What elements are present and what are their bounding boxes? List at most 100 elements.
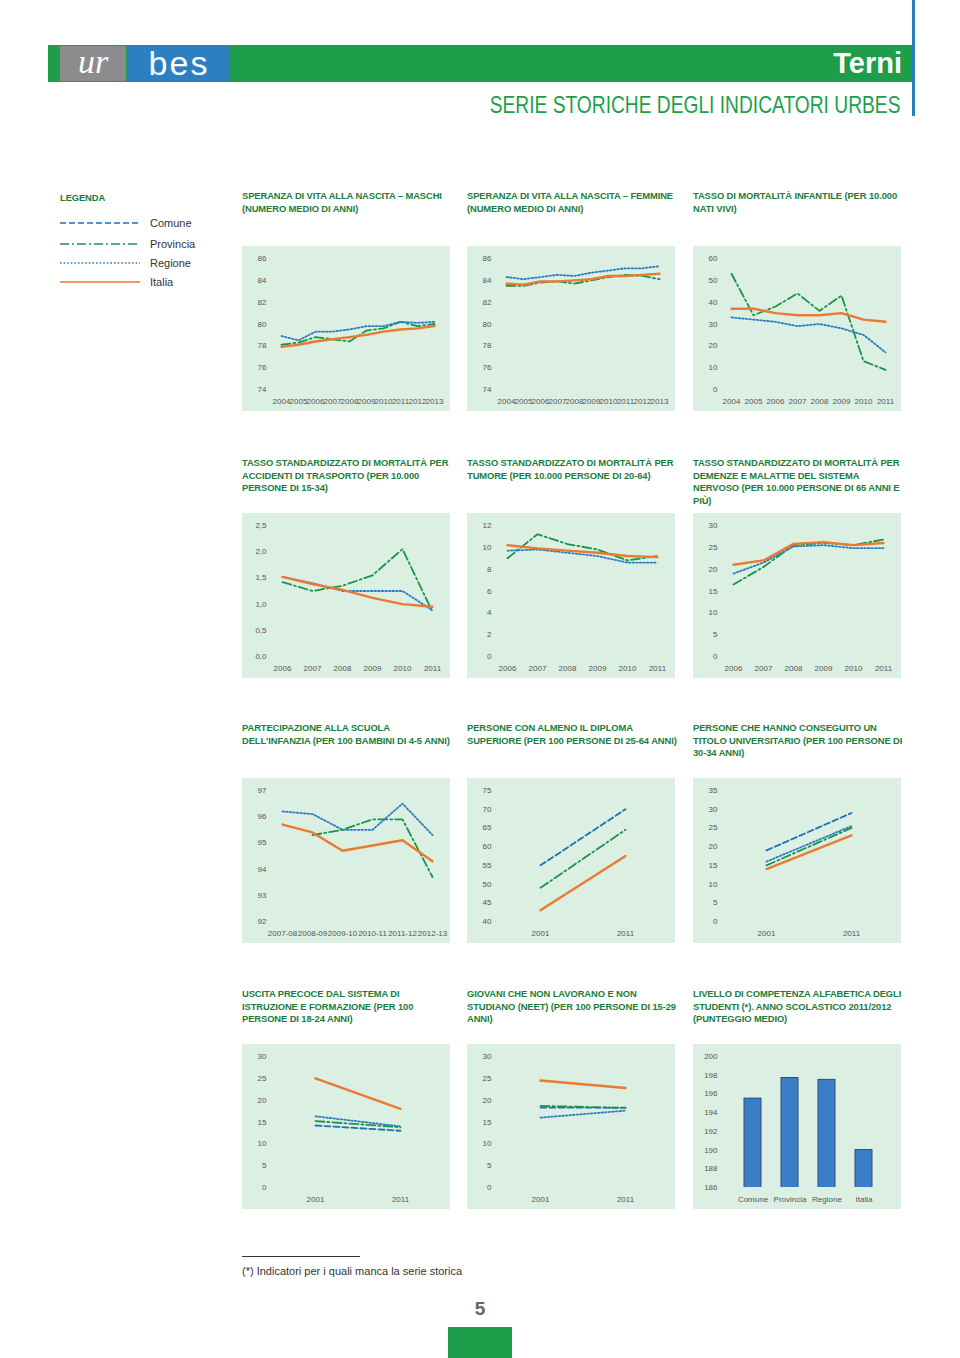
svg-text:2011: 2011	[649, 664, 667, 673]
svg-text:2004: 2004	[723, 397, 741, 406]
svg-text:2010: 2010	[855, 397, 873, 406]
svg-text:2008: 2008	[811, 397, 829, 406]
svg-text:2010: 2010	[394, 664, 412, 673]
svg-text:60: 60	[709, 254, 718, 263]
svg-text:Italia: Italia	[150, 276, 174, 288]
svg-text:74: 74	[258, 385, 267, 394]
svg-text:5: 5	[487, 1161, 492, 1170]
svg-text:2004: 2004	[498, 397, 516, 406]
svg-text:20: 20	[483, 1096, 492, 1105]
svg-text:35: 35	[709, 786, 718, 795]
svg-text:76: 76	[483, 363, 492, 372]
svg-text:2005: 2005	[745, 397, 763, 406]
svg-text:25: 25	[709, 823, 718, 832]
svg-text:2012: 2012	[409, 397, 427, 406]
svg-text:0: 0	[713, 385, 718, 394]
svg-text:0: 0	[713, 652, 718, 661]
svg-text:60: 60	[483, 842, 492, 851]
svg-text:2008-09: 2008-09	[298, 929, 328, 938]
svg-text:198: 198	[704, 1071, 718, 1080]
svg-text:2004: 2004	[273, 397, 291, 406]
svg-text:200: 200	[704, 1052, 718, 1061]
svg-text:2011-12: 2011-12	[388, 929, 417, 938]
svg-text:2010: 2010	[600, 397, 618, 406]
svg-text:0,5: 0,5	[255, 626, 267, 635]
svg-text:Comune: Comune	[738, 1195, 769, 1204]
svg-text:192: 192	[704, 1127, 718, 1136]
svg-text:Provincia: Provincia	[150, 238, 196, 250]
svg-text:75: 75	[483, 786, 492, 795]
svg-text:Regione: Regione	[150, 257, 191, 269]
svg-text:2011: 2011	[617, 397, 635, 406]
svg-text:82: 82	[483, 298, 492, 307]
svg-text:2011: 2011	[617, 929, 635, 938]
svg-text:2009-10: 2009-10	[328, 929, 358, 938]
svg-text:55: 55	[483, 861, 492, 870]
svg-text:2008: 2008	[341, 397, 359, 406]
svg-text:2011: 2011	[392, 1195, 410, 1204]
svg-text:2007-08: 2007-08	[268, 929, 298, 938]
svg-text:2009: 2009	[364, 664, 382, 673]
svg-text:20: 20	[709, 341, 718, 350]
svg-text:188: 188	[704, 1164, 718, 1173]
svg-text:30: 30	[709, 805, 718, 814]
svg-text:45: 45	[483, 898, 492, 907]
svg-text:25: 25	[483, 1074, 492, 1083]
svg-text:15: 15	[709, 861, 718, 870]
svg-text:30: 30	[483, 1052, 492, 1061]
svg-text:76: 76	[258, 363, 267, 372]
svg-text:74: 74	[483, 385, 492, 394]
svg-text:0: 0	[487, 1183, 492, 1192]
svg-text:8: 8	[487, 565, 492, 574]
svg-text:2008: 2008	[785, 664, 803, 673]
svg-text:0,0: 0,0	[255, 652, 267, 661]
svg-text:2009: 2009	[833, 397, 851, 406]
svg-text:30: 30	[709, 320, 718, 329]
svg-text:2001: 2001	[532, 929, 550, 938]
svg-text:2006: 2006	[274, 664, 292, 673]
svg-text:2011: 2011	[617, 1195, 635, 1204]
svg-text:2011: 2011	[877, 397, 895, 406]
svg-text:86: 86	[258, 254, 267, 263]
svg-text:25: 25	[709, 543, 718, 552]
svg-text:2007: 2007	[755, 664, 773, 673]
svg-text:20: 20	[709, 565, 718, 574]
svg-text:15: 15	[709, 587, 718, 596]
svg-text:2006: 2006	[725, 664, 743, 673]
svg-text:2006: 2006	[767, 397, 785, 406]
svg-text:2008: 2008	[566, 397, 584, 406]
svg-text:80: 80	[258, 320, 267, 329]
svg-text:Regione: Regione	[812, 1195, 842, 1204]
svg-text:2011: 2011	[843, 929, 861, 938]
svg-text:0: 0	[487, 652, 492, 661]
svg-text:2005: 2005	[290, 397, 308, 406]
svg-text:94: 94	[258, 865, 267, 874]
svg-text:2,0: 2,0	[255, 547, 267, 556]
svg-text:5: 5	[262, 1161, 267, 1170]
svg-text:2012-13: 2012-13	[418, 929, 448, 938]
svg-text:15: 15	[483, 1118, 492, 1127]
svg-text:78: 78	[483, 341, 492, 350]
svg-text:15: 15	[258, 1118, 267, 1127]
svg-text:2006: 2006	[532, 397, 550, 406]
svg-text:95: 95	[258, 838, 267, 847]
svg-text:30: 30	[709, 521, 718, 530]
svg-text:1,5: 1,5	[255, 573, 267, 582]
svg-text:2001: 2001	[307, 1195, 325, 1204]
svg-text:4: 4	[487, 608, 492, 617]
svg-text:186: 186	[704, 1183, 718, 1192]
svg-text:2007: 2007	[324, 397, 342, 406]
svg-text:2011: 2011	[424, 664, 442, 673]
svg-text:2013: 2013	[426, 397, 444, 406]
svg-text:5: 5	[713, 898, 718, 907]
svg-text:2007: 2007	[304, 664, 322, 673]
svg-text:10: 10	[483, 543, 492, 552]
svg-text:2006: 2006	[307, 397, 325, 406]
svg-text:40: 40	[709, 298, 718, 307]
svg-text:2001: 2001	[758, 929, 776, 938]
svg-text:93: 93	[258, 891, 267, 900]
svg-text:2009: 2009	[358, 397, 376, 406]
svg-text:40: 40	[483, 917, 492, 926]
svg-text:70: 70	[483, 805, 492, 814]
svg-text:6: 6	[487, 587, 492, 596]
